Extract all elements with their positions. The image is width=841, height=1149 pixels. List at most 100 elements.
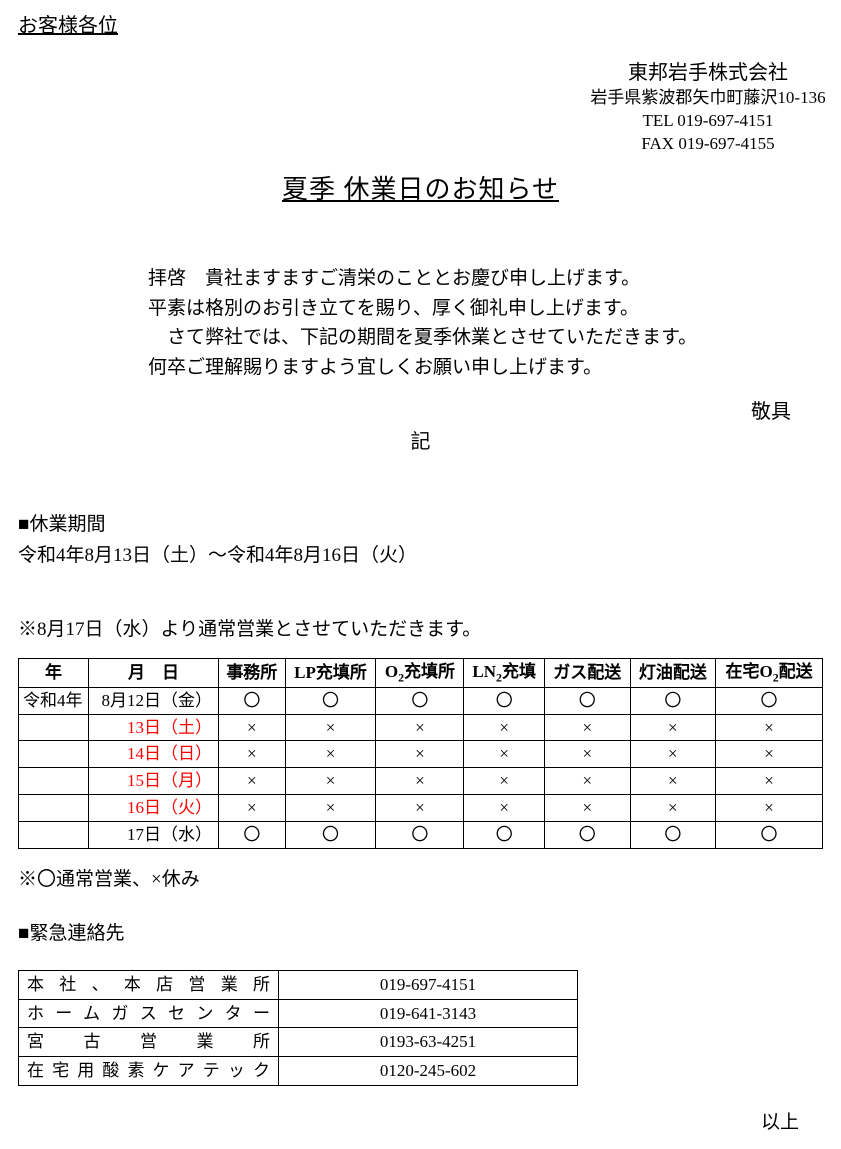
schedule-year-cell (19, 821, 89, 848)
addressee: お客様各位 (18, 12, 823, 40)
greeting-line: さて弊社では、下記の期間を夏季休業とさせていただきます。 (148, 323, 823, 352)
company-name: 東邦岩手株式会社 (578, 60, 838, 87)
schedule-mark-cell: × (376, 794, 464, 821)
contact-row: 本社、本店営業所019-697-4151 (19, 970, 578, 999)
schedule-date-cell: 17日（水） (89, 821, 219, 848)
contact-row: 宮古営業所0193-63-4251 (19, 1028, 578, 1057)
section-marker-ki: 記 (18, 428, 823, 456)
schedule-mark-cell: 〇 (545, 821, 631, 848)
closing-word-ijou: 以上 (18, 1110, 823, 1137)
greeting-line: 拝啓 貴社ますますご清栄のこととお慶び申し上げます。 (148, 264, 823, 293)
schedule-date-cell: 8月12日（金） (89, 687, 219, 714)
company-block: 東邦岩手株式会社 岩手県紫波郡矢巾町藤沢10-136 TEL 019-697-4… (578, 60, 838, 156)
greeting-block: 拝啓 貴社ますますご清栄のこととお慶び申し上げます。 平素は格別のお引き立てを賜… (148, 264, 823, 382)
schedule-date-cell: 14日（日） (89, 741, 219, 768)
closure-range: 令和4年8月13日（土）～令和4年8月16日（火） (18, 543, 823, 570)
closure-label: ■休業期間 (18, 512, 823, 539)
schedule-mark-cell: × (545, 741, 631, 768)
schedule-column-header: 事務所 (219, 658, 286, 687)
schedule-mark-cell: × (219, 794, 286, 821)
company-address: 岩手県紫波郡矢巾町藤沢10-136 (578, 87, 838, 110)
page-title: 夏季 休業日のお知らせ (18, 172, 823, 208)
schedule-year-cell (19, 794, 89, 821)
schedule-mark-cell: × (716, 741, 823, 768)
contact-phone: 019-697-4151 (279, 970, 578, 999)
schedule-mark-cell: × (464, 768, 545, 795)
schedule-row: 16日（火）××××××× (19, 794, 823, 821)
schedule-mark-cell: 〇 (376, 687, 464, 714)
schedule-mark-cell: 〇 (219, 821, 286, 848)
schedule-mark-cell: × (630, 794, 716, 821)
schedule-mark-cell: × (630, 714, 716, 741)
schedule-date-cell: 15日（月） (89, 768, 219, 795)
schedule-mark-cell: × (219, 741, 286, 768)
contacts-label: ■緊急連絡先 (18, 921, 823, 948)
contact-phone: 0120-245-602 (279, 1057, 578, 1086)
schedule-mark-cell: 〇 (464, 687, 545, 714)
schedule-row: 15日（月）××××××× (19, 768, 823, 795)
schedule-mark-cell: × (464, 794, 545, 821)
schedule-column-header: 月 日 (89, 658, 219, 687)
greeting-line: 何卒ご理解賜りますよう宜しくお願い申し上げます。 (148, 353, 823, 382)
schedule-mark-cell: 〇 (219, 687, 286, 714)
schedule-date-cell: 13日（土） (89, 714, 219, 741)
schedule-year-cell (19, 768, 89, 795)
schedule-mark-cell: × (545, 768, 631, 795)
greeting-line: 平素は格別のお引き立てを賜り、厚く御礼申し上げます。 (148, 294, 823, 323)
schedule-mark-cell: 〇 (285, 687, 376, 714)
schedule-row: 13日（土）××××××× (19, 714, 823, 741)
closing-word-keigu: 敬具 (18, 398, 823, 426)
contact-name: 宮古営業所 (19, 1028, 279, 1057)
schedule-column-header: LN2充填 (464, 658, 545, 687)
schedule-mark-cell: × (716, 768, 823, 795)
schedule-mark-cell: × (545, 714, 631, 741)
schedule-mark-cell: × (630, 768, 716, 795)
schedule-year-cell (19, 741, 89, 768)
schedule-column-header: LP充填所 (285, 658, 376, 687)
schedule-mark-cell: × (285, 794, 376, 821)
schedule-row: 令和4年8月12日（金）〇〇〇〇〇〇〇 (19, 687, 823, 714)
schedule-column-header: ガス配送 (545, 658, 631, 687)
contacts-table: 本社、本店営業所019-697-4151ホームガスセンター019-641-314… (18, 970, 578, 1086)
resume-note: ※8月17日（水）より通常営業とさせていただきます。 (18, 617, 823, 644)
schedule-mark-cell: × (716, 714, 823, 741)
schedule-date-cell: 16日（火） (89, 794, 219, 821)
schedule-column-header: 年 (19, 658, 89, 687)
schedule-mark-cell: × (219, 714, 286, 741)
schedule-mark-cell: 〇 (545, 687, 631, 714)
schedule-mark-cell: × (630, 741, 716, 768)
schedule-mark-cell: × (285, 768, 376, 795)
schedule-column-header: O2充填所 (376, 658, 464, 687)
schedule-year-cell (19, 714, 89, 741)
contact-row: 在宅用酸素ケアテック0120-245-602 (19, 1057, 578, 1086)
schedule-mark-cell: × (545, 794, 631, 821)
schedule-mark-cell: 〇 (716, 821, 823, 848)
schedule-mark-cell: × (285, 714, 376, 741)
schedule-mark-cell: × (464, 714, 545, 741)
schedule-column-header: 灯油配送 (630, 658, 716, 687)
schedule-mark-cell: 〇 (716, 687, 823, 714)
schedule-mark-cell: × (219, 768, 286, 795)
schedule-table: 年月 日事務所LP充填所O2充填所LN2充填ガス配送灯油配送在宅O2配送 令和4… (18, 658, 823, 849)
company-tel: TEL 019-697-4151 (578, 110, 838, 133)
schedule-row: 14日（日）××××××× (19, 741, 823, 768)
schedule-mark-cell: × (285, 741, 376, 768)
contact-phone: 0193-63-4251 (279, 1028, 578, 1057)
schedule-row: 17日（水）〇〇〇〇〇〇〇 (19, 821, 823, 848)
schedule-mark-cell: 〇 (630, 821, 716, 848)
schedule-mark-cell: 〇 (285, 821, 376, 848)
schedule-year-cell: 令和4年 (19, 687, 89, 714)
schedule-mark-cell: 〇 (464, 821, 545, 848)
schedule-mark-cell: × (376, 768, 464, 795)
schedule-column-header: 在宅O2配送 (716, 658, 823, 687)
schedule-mark-cell: × (376, 741, 464, 768)
schedule-mark-cell: × (376, 714, 464, 741)
contact-name: 在宅用酸素ケアテック (19, 1057, 279, 1086)
schedule-mark-cell: 〇 (376, 821, 464, 848)
legend: ※〇通常営業、×休み (18, 867, 823, 894)
schedule-mark-cell: × (464, 741, 545, 768)
schedule-mark-cell: × (716, 794, 823, 821)
contact-name: 本社、本店営業所 (19, 970, 279, 999)
company-fax: FAX 019-697-4155 (578, 133, 838, 156)
schedule-mark-cell: 〇 (630, 687, 716, 714)
